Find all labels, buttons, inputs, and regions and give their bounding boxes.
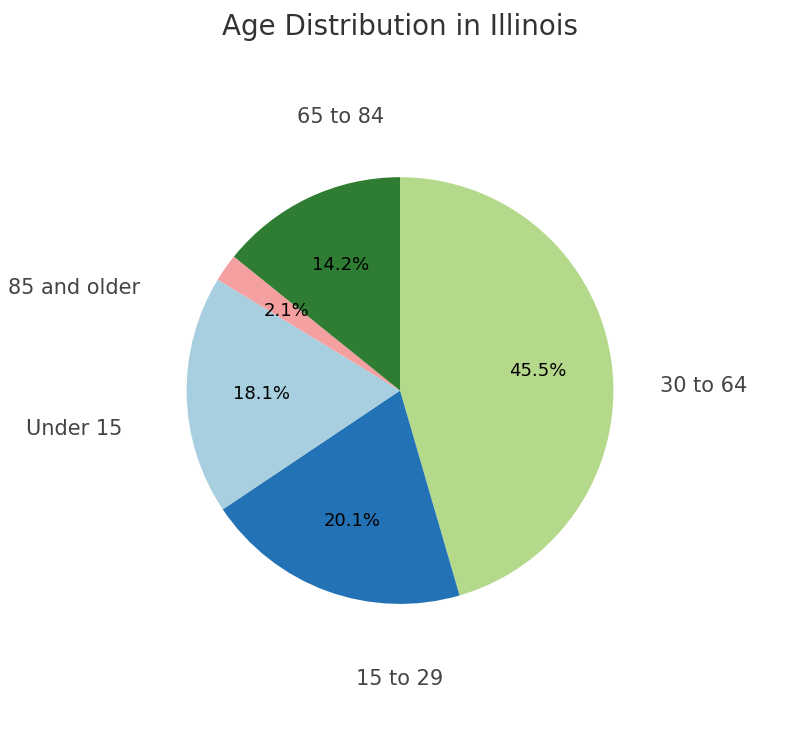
- Text: 85 and older: 85 and older: [7, 278, 140, 298]
- Text: 14.2%: 14.2%: [311, 257, 369, 275]
- Text: 2.1%: 2.1%: [264, 301, 310, 320]
- Text: 30 to 64: 30 to 64: [660, 376, 747, 396]
- Text: 65 to 84: 65 to 84: [297, 108, 384, 127]
- Wedge shape: [400, 177, 614, 595]
- Text: 20.1%: 20.1%: [324, 512, 381, 530]
- Text: 45.5%: 45.5%: [509, 362, 566, 380]
- Text: 18.1%: 18.1%: [233, 384, 290, 402]
- Text: 15 to 29: 15 to 29: [356, 669, 444, 689]
- Wedge shape: [218, 257, 400, 390]
- Wedge shape: [222, 390, 459, 604]
- Wedge shape: [234, 177, 400, 390]
- Text: Under 15: Under 15: [26, 419, 122, 439]
- Title: Age Distribution in Illinois: Age Distribution in Illinois: [222, 13, 578, 41]
- Wedge shape: [186, 280, 400, 509]
